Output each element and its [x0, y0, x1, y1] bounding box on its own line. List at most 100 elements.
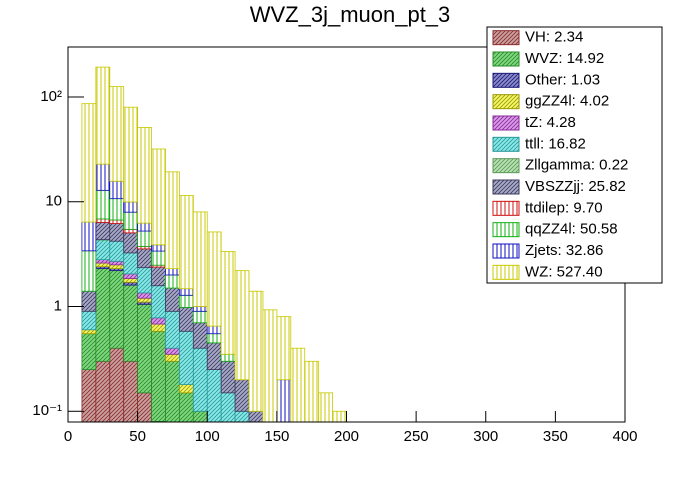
bar-segment	[220, 251, 236, 355]
bar-segment	[151, 250, 166, 266]
x-tick-label: 100	[195, 428, 220, 445]
legend-swatch	[492, 115, 520, 131]
bar-segment	[206, 369, 222, 423]
bar-segment	[248, 410, 264, 423]
legend-label: tZ: 4.28	[525, 114, 576, 131]
bar-segment	[151, 244, 166, 252]
bar-segment	[276, 316, 292, 381]
legend-swatch	[492, 136, 520, 152]
legend-swatch	[492, 30, 520, 46]
bar-segment	[206, 325, 222, 335]
bar-segment	[95, 268, 111, 362]
bar-segment	[220, 360, 236, 394]
legend-swatch	[492, 264, 520, 280]
bar-segment	[137, 230, 152, 247]
bar-segment	[81, 290, 97, 312]
bar-segment	[137, 126, 152, 224]
legend-swatch	[492, 158, 520, 174]
x-tick-label: 400	[612, 428, 637, 445]
legend-swatch	[492, 200, 520, 216]
legend-swatch	[492, 94, 520, 110]
bar-segment	[234, 410, 250, 423]
bar-segment	[109, 198, 125, 221]
bar-segment	[206, 333, 222, 344]
bar-segment	[151, 323, 166, 332]
bar-segment	[178, 307, 194, 332]
legend-label: VBSZZjj: 25.82	[525, 178, 626, 195]
bar-segment	[220, 392, 236, 423]
bar-segment	[123, 211, 139, 230]
bar-segment	[109, 260, 125, 266]
bar-segment	[109, 223, 125, 242]
bar-segment	[178, 330, 194, 385]
x-tick-label: 250	[404, 428, 429, 445]
legend-label: ttdilep: 9.70	[525, 199, 603, 216]
bar-segment	[151, 317, 166, 325]
bar-segment	[192, 306, 208, 312]
x-tick-label: 200	[334, 428, 359, 445]
bar-segment	[123, 278, 139, 283]
legend-label: Zjets: 32.86	[525, 242, 603, 259]
bar-segment	[81, 221, 97, 252]
bar-segment	[123, 284, 139, 362]
bar-segment	[178, 392, 194, 423]
legend-label: WZ: 527.40	[525, 263, 603, 280]
bar-segment	[109, 86, 125, 182]
legend-label: Other: 1.03	[525, 71, 600, 88]
bar-segment	[151, 330, 166, 422]
bar-segment	[165, 287, 180, 312]
legend-label: qqZZ4l: 50.58	[525, 221, 618, 238]
bar-segment	[234, 270, 250, 381]
chart-title: WVZ_3j_muon_pt_3	[250, 2, 451, 27]
legend-swatch	[492, 179, 520, 195]
x-tick-label: 300	[473, 428, 498, 445]
bar-segment	[81, 333, 97, 370]
bar-segment	[165, 347, 180, 355]
legend-label: WVZ: 14.92	[525, 50, 604, 67]
bar-segment	[165, 310, 180, 349]
bar-segment	[95, 66, 111, 165]
legend-label: Zllgamma: 0.22	[525, 157, 628, 174]
bar-segment	[81, 310, 97, 331]
bar-segment	[95, 259, 111, 264]
bar-segment	[123, 201, 139, 213]
bar-segment	[262, 309, 278, 423]
legend-swatch	[492, 72, 520, 88]
bar-segment	[137, 392, 152, 423]
bar-segment	[220, 353, 236, 362]
bar-segment	[165, 171, 180, 270]
x-tick-label: 0	[64, 428, 72, 445]
bar-segment	[276, 379, 292, 423]
bar-segment	[137, 222, 152, 232]
bar-segment	[123, 281, 139, 286]
bar-segment	[137, 292, 152, 299]
bar-segment	[123, 228, 139, 234]
x-tick-label: 50	[129, 428, 146, 445]
bar-segment	[137, 297, 152, 303]
bar-segment	[137, 248, 152, 269]
bar-segment	[95, 163, 111, 191]
bar-segment	[165, 268, 180, 276]
legend-label: ttll: 16.82	[525, 135, 586, 152]
bar-segment	[81, 329, 97, 335]
bar-segment	[165, 274, 180, 289]
legend-swatch	[492, 243, 520, 259]
bar-segment	[95, 262, 111, 268]
bar-segment	[192, 211, 208, 307]
bar-segment	[248, 290, 264, 412]
bar-segment	[123, 273, 139, 279]
bar-segment	[206, 342, 222, 370]
x-tick-label: 150	[264, 428, 289, 445]
bar-segment	[151, 266, 166, 287]
bar-segment	[178, 288, 194, 296]
bar-segment	[123, 106, 139, 203]
bar-segment	[151, 148, 166, 246]
bar-segment	[109, 219, 125, 224]
bar-segment	[192, 347, 208, 412]
y-tick-label: 10	[45, 193, 62, 210]
bar-segment	[123, 360, 139, 423]
legend-box	[486, 26, 663, 284]
bar-segment	[137, 267, 152, 294]
bar-segment	[192, 322, 208, 349]
